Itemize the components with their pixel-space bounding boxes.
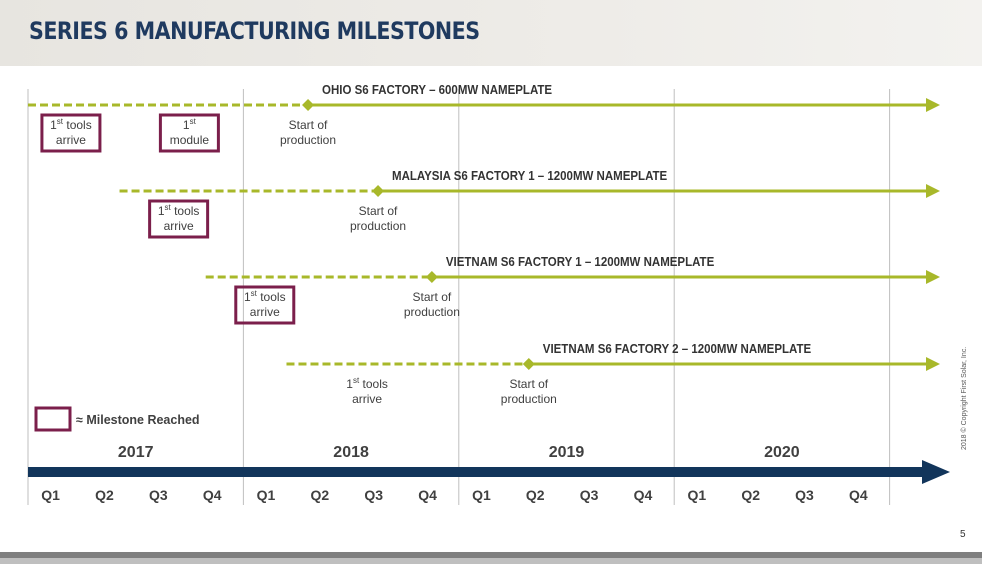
year-label: 2017 [118,444,154,461]
page-title: SERIES 6 MANUFACTURING MILESTONES [29,17,480,45]
quarter-label: Q4 [418,487,437,503]
milestone-label-line1: 1st tools [50,117,92,132]
quarter-label: Q4 [203,487,222,503]
milestone-label-line1: 1st tools [158,203,200,218]
timeline-arrowhead [922,460,950,484]
milestone-label-line1: 1st tools [346,376,388,391]
quarter-label: Q3 [580,487,599,503]
legend-swatch [34,406,72,432]
footer-bar-light [0,558,982,564]
milestone-label-line2: arrive [352,392,382,406]
timeline-bar [28,467,924,477]
arrow-head [926,357,940,371]
production-label-line1: Start of [289,118,328,132]
factory-name-label: VIETNAM S6 FACTORY 1 – 1200MW NAMEPLATE [446,255,714,270]
production-label-line2: production [280,133,336,147]
factory-name-label: MALAYSIA S6 FACTORY 1 – 1200MW NAMEPLATE [392,169,667,184]
milestone-label-line2: arrive [164,219,194,233]
production-diamond [372,185,385,197]
quarter-label: Q2 [741,487,760,503]
milestone-reached-box [148,199,210,239]
milestone-label-line2: arrive [56,133,86,147]
quarter-label: Q4 [634,487,653,503]
year-label: 2018 [333,444,369,461]
quarter-label: Q3 [364,487,383,503]
milestone-label-line1: 1st [183,117,197,132]
milestone-timeline-chart: OHIO S6 FACTORY – 600MW NAMEPLATE Start o… [27,83,950,505]
factory-name-label: VIETNAM S6 FACTORY 2 – 1200MW NAMEPLATE [543,342,811,357]
milestone-reached-box [40,113,102,153]
quarter-label: Q3 [149,487,168,503]
production-label-line2: production [404,305,460,319]
milestone-label-line2: arrive [250,305,280,319]
quarter-label: Q4 [849,487,868,503]
production-label-line2: production [501,392,557,406]
production-label-line1: Start of [509,377,548,391]
production-diamond [302,99,315,111]
quarter-label: Q2 [95,487,114,503]
copyright-text: 2018 © Copyright First Solar, Inc. [961,346,968,450]
footer-bar-dark [0,552,982,558]
page-number: 5 [960,529,966,540]
factory-name-label: OHIO S6 FACTORY – 600MW NAMEPLATE [322,83,552,98]
production-diamond [522,358,535,370]
quarter-label: Q1 [257,487,276,503]
arrow-head [926,98,940,112]
quarter-label: Q2 [526,487,545,503]
production-label-line2: production [350,219,406,233]
legend-label: ≈ Milestone Reached [76,413,200,427]
year-label: 2020 [764,444,800,461]
arrow-head [926,184,940,198]
production-label-line1: Start of [359,204,398,218]
quarter-label: Q2 [311,487,330,503]
quarter-label: Q1 [472,487,491,503]
milestone-reached-box [158,113,220,153]
arrow-head [926,270,940,284]
year-label: 2019 [549,444,585,461]
header-band: SERIES 6 MANUFACTURING MILESTONES [0,0,982,66]
milestone-reached-box [234,285,296,325]
milestone-label-line1: 1st tools [244,289,286,304]
quarter-label: Q1 [687,487,706,503]
quarter-label: Q3 [795,487,814,503]
milestone-label-line2: module [170,133,210,147]
quarter-label: Q1 [41,487,60,503]
production-diamond [425,271,438,283]
production-label-line1: Start of [413,290,452,304]
